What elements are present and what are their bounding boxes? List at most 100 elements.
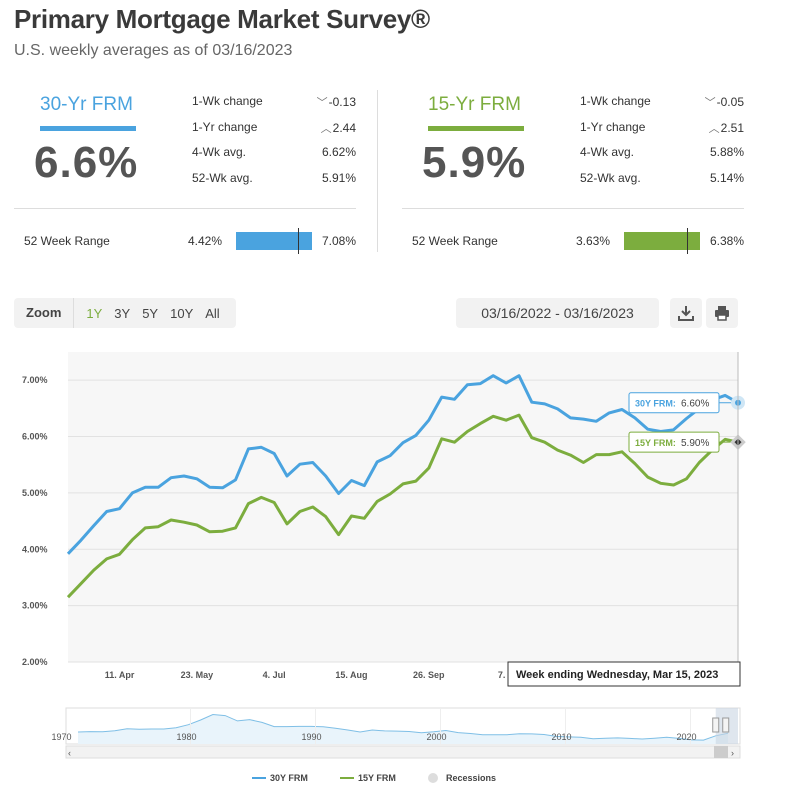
zoom-option-3y[interactable]: 3Y: [114, 305, 131, 321]
chevron-up-icon: ︿: [708, 122, 720, 135]
rate-line-chart: 2.00% 3.00% 4.00% 5.00% 6.00% 7.00% 11. Apr 23…: [22, 352, 746, 783]
stat-value: ﹀-0.13: [316, 95, 356, 109]
zoom-toolbar: Zoom 1Y 3Y 5Y 10Y All: [14, 298, 236, 328]
legend-label[interactable]: 15Y FRM: [358, 773, 396, 783]
x-tick-label: 26. Sep: [413, 670, 445, 680]
x-tick-label: 11. Apr: [105, 670, 135, 680]
legend-label[interactable]: Recessions: [446, 773, 496, 783]
stat-row: 1-Yr change ︿2.44: [192, 120, 356, 146]
chevron-down-icon: ﹀: [316, 97, 328, 109]
rate-card-15yr: 15-Yr FRM 5.9% 1-Wk change ﹀-0.05 1-Yr c…: [402, 90, 762, 260]
series-line-15y-frm: [66, 413, 739, 599]
stat-value: 5.14%: [709, 170, 744, 185]
navigator-line: [77, 713, 729, 741]
legend-label[interactable]: 30Y FRM: [270, 773, 308, 783]
zoom-option-1y[interactable]: 1Y: [86, 305, 103, 321]
stat-row: 1-Yr change ︿2.51: [580, 120, 744, 146]
navigator-scrollbar[interactable]: [65, 745, 741, 759]
range-bar-30yr: [236, 228, 312, 254]
zoom-option-5y[interactable]: 5Y: [142, 305, 159, 321]
stat-value: 5.88%: [709, 145, 744, 159]
download-button[interactable]: [670, 298, 702, 328]
stat-value: 6.62%: [321, 145, 356, 159]
navigator-year-label: 2010: [552, 732, 572, 742]
zoom-option-10y[interactable]: 10Y: [170, 305, 194, 321]
chevron-up-icon: ︿: [320, 122, 332, 135]
page-subtitle: U.S. weekly averages as of 03/16/2023: [14, 42, 293, 59]
scrollbar-thumb[interactable]: [714, 746, 728, 758]
navigator-year-label: 2020: [677, 732, 697, 742]
range-high: 7.08%: [321, 234, 356, 248]
range-low: 4.42%: [188, 234, 223, 248]
navigator-year-label: 2000: [427, 732, 447, 742]
stats-15yr: 1-Wk change ﹀-0.05 1-Yr change ︿2.51 4-W…: [580, 94, 744, 196]
navigator-year-label: 1970: [52, 732, 72, 742]
tooltips: 30Y FRM: 6.60% 15Y FRM: 5.90% Week ending We…: [507, 352, 746, 687]
zoom-option-all[interactable]: All: [205, 305, 220, 321]
stat-value: 5.91%: [321, 170, 356, 185]
scroll-right-icon[interactable]: ›: [731, 748, 734, 758]
navigator-handle-left[interactable]: [712, 717, 720, 733]
stat-label: 4-Wk avg.: [192, 145, 247, 159]
navigator-year-label: 1980: [177, 732, 197, 742]
range-low: 3.63%: [576, 234, 611, 248]
tooltip-value: 5.90%: [681, 438, 709, 449]
zoom-options: 1Y 3Y 5Y 10Y All: [74, 306, 235, 321]
series-line-30y-frm: [66, 374, 739, 555]
y-tick-label: 4.00%: [22, 544, 48, 554]
scroll-left-icon[interactable]: ‹: [68, 748, 71, 758]
x-tick-label: 4. Jul: [263, 670, 286, 680]
stat-label: 1-Yr change: [192, 119, 258, 134]
y-tick-label: 2.00%: [22, 657, 48, 667]
legend-symbol-recessions: [428, 773, 438, 783]
rate-color-bar-15yr: [428, 126, 524, 131]
week-range-15yr: 52 Week Range 3.63% 6.38%: [412, 228, 744, 254]
range-current-marker: [686, 228, 688, 254]
plot-background: [68, 352, 738, 662]
y-tick-label: 3.00%: [22, 601, 48, 611]
navigator-year-label: 1990: [302, 732, 322, 742]
range-label: 52 Week Range: [24, 234, 110, 248]
date-range-input[interactable]: 03/16/2022 - 03/16/2023: [456, 298, 659, 328]
stat-label: 4-Wk avg.: [580, 145, 635, 159]
stat-row: 1-Wk change ﹀-0.13: [192, 94, 356, 120]
stat-label: 1-Yr change: [580, 119, 646, 134]
navigator-area: [78, 714, 728, 744]
y-tick-label: 6.00%: [22, 432, 48, 442]
x-tick-label: 7. N: [498, 670, 515, 680]
navigator-handle-right[interactable]: [722, 717, 730, 733]
range-bar-15yr: [624, 228, 700, 254]
hover-date-box: [507, 661, 741, 687]
rate-value-15yr: 5.9%: [422, 138, 527, 187]
rate-value-30yr: 6.6%: [34, 138, 139, 187]
stat-row: 1-Wk change ﹀-0.05: [580, 94, 744, 120]
tooltip-value: 6.60%: [681, 399, 709, 410]
rate-label-30yr: 30-Yr FRM: [40, 94, 133, 115]
hover-date-label: Week ending Wednesday, Mar 15, 2023: [516, 669, 718, 681]
x-tick-label: 15. Aug: [335, 670, 367, 680]
stats-30yr: 1-Wk change ﹀-0.13 1-Yr change ︿2.44 4-W…: [192, 94, 356, 196]
zoom-label: Zoom: [14, 298, 75, 328]
y-tick-label: 5.00%: [22, 488, 48, 498]
stat-row: 52-Wk avg. 5.91%: [192, 171, 356, 197]
rate-card-30yr: 30-Yr FRM 6.6% 1-Wk change ﹀-0.13 1-Yr c…: [14, 90, 374, 260]
y-tick-label: 7.00%: [22, 375, 48, 385]
page-title: Primary Mortgage Market Survey®: [14, 4, 430, 34]
x-axis: 11. Apr 23. May 4. Jul 15. Aug 26. Sep 7. N: [105, 670, 515, 680]
range-current-marker: [298, 228, 300, 254]
range-label: 52 Week Range: [412, 234, 498, 248]
divider: [14, 208, 356, 209]
stat-label: 1-Wk change: [580, 94, 651, 108]
navigator[interactable]: 1970 1980 1990 2000 2010 2020 ‹ ›: [52, 707, 741, 759]
stat-label: 52-Wk avg.: [192, 170, 253, 185]
download-icon: [678, 306, 694, 321]
chevron-down-icon: ﹀: [704, 97, 716, 109]
stat-value: ﹀-0.05: [704, 95, 744, 109]
tooltip-series-name: 15Y FRM:: [635, 438, 676, 448]
rate-color-bar-30yr: [40, 126, 136, 131]
y-axis: 2.00% 3.00% 4.00% 5.00% 6.00% 7.00%: [22, 375, 48, 667]
print-button[interactable]: [706, 298, 738, 328]
range-high: 6.38%: [709, 234, 744, 248]
stat-label: 1-Wk change: [192, 94, 263, 108]
stat-row: 52-Wk avg. 5.14%: [580, 171, 744, 197]
